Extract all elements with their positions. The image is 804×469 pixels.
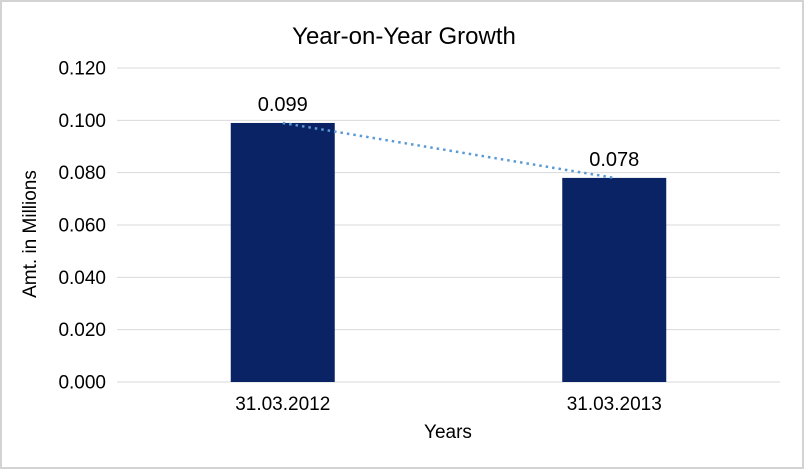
y-axis-tick-labels: 0.000 0.020 0.040 0.060 0.080 0.100 0.120 xyxy=(58,59,106,394)
y-tick-label: 0.120 xyxy=(58,59,106,80)
x-axis-tick-labels: 31.03.2012 31.03.2013 xyxy=(235,394,662,415)
trendline-group xyxy=(282,121,615,180)
bar xyxy=(230,122,335,382)
y-tick-label: 0.100 xyxy=(58,111,106,132)
y-tick-label: 0.060 xyxy=(58,216,106,237)
x-tick-label: 31.03.2012 xyxy=(235,394,330,415)
x-tick-label: 31.03.2013 xyxy=(567,394,662,415)
bar-series xyxy=(230,122,667,382)
data-labels: 0.099 0.078 xyxy=(258,94,640,171)
y-axis-title: Amt. in Millions xyxy=(20,170,41,298)
bar xyxy=(562,177,667,382)
y-tick-label: 0.040 xyxy=(58,268,106,289)
x-axis-title: Years xyxy=(424,422,472,443)
gridlines xyxy=(117,67,780,383)
data-label: 0.099 xyxy=(258,94,308,116)
trendline xyxy=(282,121,615,180)
y-tick-label: 0.020 xyxy=(58,320,106,341)
data-label: 0.078 xyxy=(589,149,639,171)
chart-title: Year-on-Year Growth xyxy=(292,23,516,50)
y-tick-label: 0.080 xyxy=(58,163,106,184)
y-tick-label: 0.000 xyxy=(58,373,106,394)
